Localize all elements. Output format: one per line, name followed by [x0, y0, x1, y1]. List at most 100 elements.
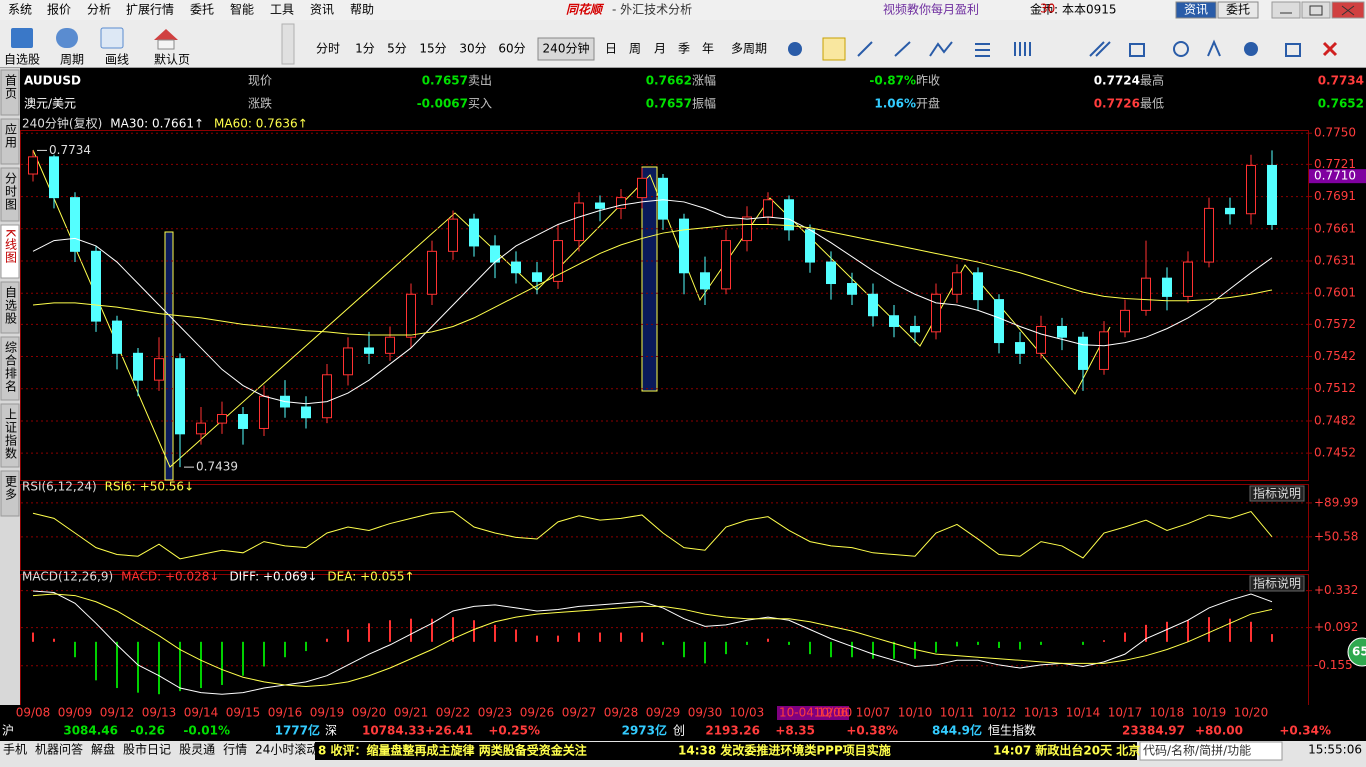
- maximize[interactable]: [1301, 1, 1331, 19]
- sidebar-tab[interactable]: [0, 470, 20, 517]
- sidebar-tab[interactable]: [0, 403, 20, 468]
- status-link[interactable]: 行情: [223, 743, 247, 757]
- candle-body: [868, 293, 878, 317]
- sidebar-tab[interactable]: [0, 167, 20, 222]
- search-box[interactable]: [1139, 741, 1283, 761]
- top-button[interactable]: [1175, 1, 1217, 19]
- app-logo: 同花顺: [566, 3, 605, 17]
- menu-item[interactable]: 帮助: [350, 3, 374, 17]
- legend-entry: RSI6: +50.56↓: [105, 480, 194, 494]
- candle-body: [91, 250, 101, 322]
- status-link[interactable]: 手机: [3, 743, 27, 757]
- candle-body: [154, 358, 164, 381]
- quote-label: 振幅: [692, 96, 716, 111]
- period-button[interactable]: 5分: [387, 42, 407, 56]
- period-button[interactable]: 240分钟: [543, 41, 590, 56]
- period-button[interactable]: 60分: [498, 42, 525, 56]
- tool-label[interactable]: 周期: [60, 53, 84, 67]
- quote-label: 涨跌: [248, 96, 272, 111]
- candle-body: [721, 240, 731, 290]
- delete-tool[interactable]: [1322, 41, 1338, 57]
- sidebar-tab[interactable]: [0, 118, 20, 165]
- sidebar-tab[interactable]: [0, 224, 20, 279]
- menu-item[interactable]: 报价: [47, 2, 71, 17]
- sidebar-tab-label[interactable]: 自选股: [4, 286, 18, 325]
- sidebar-tab-label[interactable]: 综合排名: [4, 341, 18, 393]
- settings-icon[interactable]: [1244, 42, 1258, 56]
- news-item[interactable]: 14:38 发改委推进环境类PPP项目实施: [678, 743, 891, 758]
- period-button[interactable]: 月: [654, 42, 666, 56]
- period-button[interactable]: 15分: [419, 42, 446, 56]
- candle-body: [1267, 164, 1277, 225]
- menu-item[interactable]: 工具: [270, 3, 294, 17]
- tool-label[interactable]: 自选股: [4, 53, 40, 67]
- sidebar-tab[interactable]: [0, 69, 20, 116]
- sidebar-tab-label[interactable]: 首页: [4, 74, 18, 100]
- menu-item[interactable]: 委托: [190, 3, 214, 17]
- menu-item[interactable]: 智能: [230, 2, 254, 17]
- status-link[interactable]: 机器问答: [35, 742, 83, 757]
- promo-link[interactable]: 视频教你每月盈利: [883, 2, 979, 17]
- top-button-label[interactable]: 资讯: [1184, 3, 1208, 17]
- minimize[interactable]: [1271, 1, 1301, 19]
- period-button[interactable]: 分时: [316, 42, 340, 56]
- top-button[interactable]: [1217, 1, 1259, 19]
- current-price-label: 0.7710: [1314, 169, 1356, 183]
- period-button[interactable]: 日: [605, 42, 617, 56]
- index-change: +8.35: [775, 724, 815, 738]
- sidebar-tab-label[interactable]: 更多: [4, 475, 18, 501]
- menu-item[interactable]: 扩展行情: [126, 3, 174, 17]
- news-item[interactable]: 8 收评：缩量盘整再成主旋律 两类股备受资金关注: [318, 743, 587, 758]
- x-tick-label: 09/09: [58, 706, 93, 720]
- news-item[interactable]: 14:07 新政出台20天 北京: [993, 743, 1140, 758]
- period-button[interactable]: 多周期: [731, 42, 767, 56]
- period-button[interactable]: 周: [629, 42, 641, 56]
- ma-line: [32, 223, 1273, 336]
- candle-body: [1246, 164, 1256, 215]
- menu-bar: [0, 0, 1366, 20]
- candle-body: [847, 283, 857, 295]
- tool-label[interactable]: 默认页: [154, 52, 190, 67]
- indicator-button[interactable]: [1249, 485, 1305, 502]
- icon: [100, 27, 124, 49]
- sidebar-tab-label[interactable]: 分时图: [4, 172, 18, 211]
- indicator-button-label[interactable]: 指标说明: [1253, 576, 1301, 591]
- rsi-panel: [20, 484, 1309, 571]
- index-name: 深: [325, 724, 337, 738]
- index-name: 沪: [2, 724, 14, 738]
- period-button[interactable]: 1分: [355, 42, 375, 56]
- menu-item[interactable]: 分析: [87, 3, 111, 17]
- macd-panel: [20, 574, 1309, 706]
- period-button[interactable]: 季: [678, 42, 690, 56]
- x-tick-label: 09/08: [16, 706, 51, 720]
- search-placeholder[interactable]: 代码/名称/简拼/功能: [1143, 743, 1251, 758]
- period-active[interactable]: [537, 37, 595, 61]
- status-link[interactable]: 股市日记: [123, 742, 171, 757]
- badge[interactable]: [1347, 637, 1366, 667]
- period-button[interactable]: 年: [702, 42, 714, 56]
- collapse[interactable]: [281, 23, 295, 65]
- symbol-name: 澳元/美元: [24, 97, 76, 111]
- menu-item[interactable]: 资讯: [310, 3, 334, 17]
- cursor-tool[interactable]: [822, 37, 846, 61]
- status-link[interactable]: 24小时滚动: [255, 742, 318, 757]
- sidebar-tab-label[interactable]: 应用: [4, 122, 18, 149]
- period-button[interactable]: 30分: [459, 42, 486, 56]
- indicator-button-label[interactable]: 指标说明: [1253, 486, 1301, 501]
- x-tick-label: 09/21: [394, 706, 429, 720]
- status-link[interactable]: 股灵通: [179, 743, 215, 757]
- panel-title: 240分钟(复权): [22, 116, 102, 131]
- sidebar-tab-label[interactable]: K线图: [4, 229, 18, 264]
- settings-icon[interactable]: [788, 42, 802, 56]
- menu-item[interactable]: 系统: [8, 3, 32, 17]
- tool-label[interactable]: 画线: [105, 53, 129, 67]
- sidebar-tab[interactable]: [0, 336, 20, 401]
- sidebar-tab[interactable]: [0, 281, 20, 334]
- main-panel: [20, 130, 1309, 481]
- sidebar-tab-label[interactable]: 上证指数: [4, 408, 18, 460]
- status-link[interactable]: 解盘: [91, 742, 115, 757]
- date-cursor: [777, 706, 849, 720]
- top-button-label[interactable]: 委托: [1226, 3, 1250, 17]
- draw-tools[interactable]: [857, 39, 1301, 57]
- indicator-button[interactable]: [1249, 575, 1305, 592]
